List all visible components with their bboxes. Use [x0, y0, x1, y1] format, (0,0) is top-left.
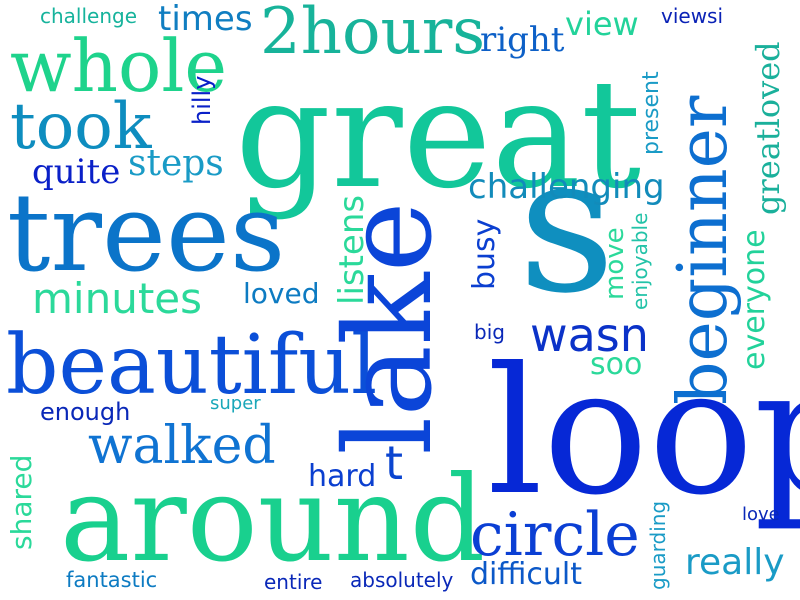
word-hard: hard — [308, 459, 377, 494]
word-around: around — [60, 450, 486, 588]
word-really: really — [685, 542, 785, 583]
word-times: times — [158, 0, 253, 39]
word-move: move — [600, 227, 630, 300]
word-everyone: everyone — [737, 229, 772, 370]
word-circle: circle — [470, 500, 640, 570]
word-quite: quite — [32, 152, 121, 192]
word-big: big — [474, 320, 505, 344]
word-greatloved: greatloved — [749, 41, 787, 215]
word-guarding: guarding — [646, 500, 670, 590]
word-enough: enough — [40, 398, 131, 426]
word-minutes: minutes — [32, 274, 203, 323]
word-viewsi: viewsi — [661, 4, 724, 28]
word-view: view — [565, 5, 639, 43]
word-enjoyable: enjoyable — [628, 212, 652, 310]
word-great: great — [235, 48, 642, 222]
word-busy: busy — [467, 218, 502, 290]
word-s: s — [518, 114, 616, 335]
word-wasn: wasn — [530, 308, 649, 362]
word-difficult: difficult — [470, 557, 582, 592]
word-trees: trees — [7, 171, 286, 296]
word-loop: loop — [487, 331, 800, 534]
word-steps: steps — [128, 143, 224, 184]
word-love: love — [742, 504, 780, 525]
word-entire: entire — [264, 570, 323, 594]
word-loved: loved — [243, 277, 320, 310]
word-hilly: hilly — [188, 75, 216, 125]
word-t: t — [385, 436, 404, 490]
word-challenging: challenging — [468, 167, 665, 207]
word-beginner: beginner — [664, 95, 743, 405]
word-listens: listens — [332, 194, 372, 305]
word-whole: whole — [10, 24, 227, 108]
word-super: super — [210, 393, 261, 414]
word-absolutely: absolutely — [350, 568, 454, 592]
word-right: right — [480, 20, 565, 60]
word-present: present — [639, 71, 664, 155]
word-2hours: 2hours — [260, 0, 486, 69]
word-beautiful: beautiful — [6, 318, 378, 413]
word-challenge: challenge — [40, 4, 138, 28]
word-walked: walked — [88, 416, 276, 476]
word-fantastic: fantastic — [66, 568, 158, 592]
word-took: took — [10, 90, 152, 164]
word-soo: soo — [590, 347, 643, 382]
word-shared: shared — [5, 454, 38, 550]
